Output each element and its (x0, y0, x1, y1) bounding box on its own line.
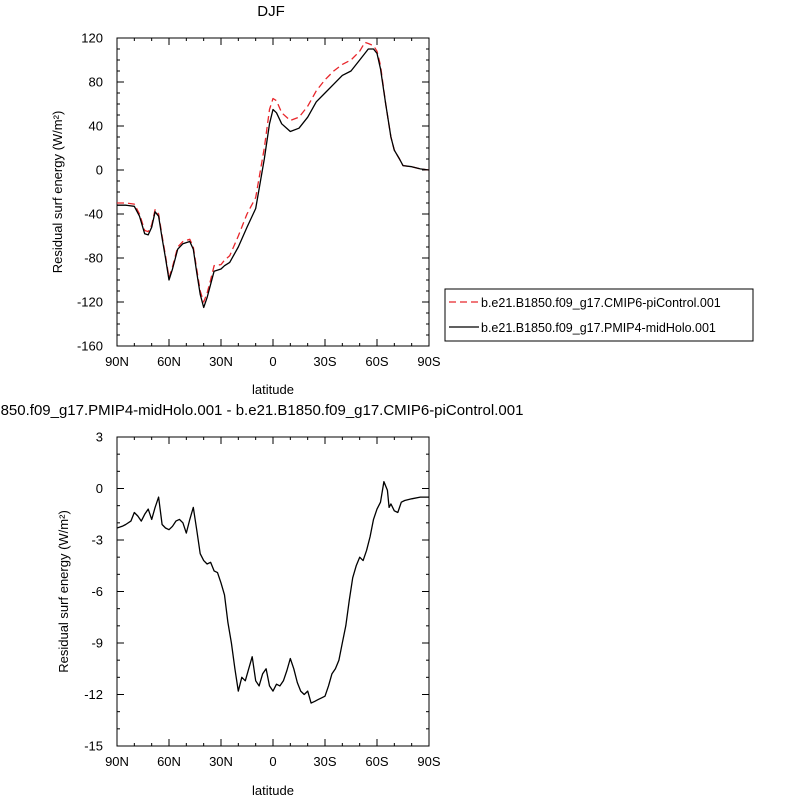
top-chart: DJF 90N 60N 30N 0 30S 60S 90S 120 80 40 0 -40 -80 -120… (50, 3, 754, 397)
legend-box (444, 288, 754, 342)
y-tick-label: -15 (84, 739, 103, 754)
y-tick-label: -3 (91, 533, 103, 548)
y-tick-label: 80 (89, 75, 103, 90)
plot-frame (116, 436, 430, 747)
difference-chart: 850.f09_g17.PMIP4-midHolo.001 - b.e21.B1… (1, 402, 524, 798)
chart-title: DJF (257, 3, 285, 20)
x-tick-label: 30N (209, 754, 233, 769)
x-tick-label: 30N (209, 354, 233, 369)
x-tick-label: 90N (105, 354, 129, 369)
series-line-1 (117, 48, 429, 309)
x-axis-label: latitude (252, 783, 294, 798)
y-tick-label: -120 (77, 295, 103, 310)
x-tick-label: 60N (157, 354, 181, 369)
y-tick-label: -160 (77, 339, 103, 354)
x-tick-label: 0 (269, 354, 276, 369)
legend-label: b.e21.B1850.f09_g17.PMIP4-midHolo.001 (481, 321, 716, 335)
y-tick-label: 0 (96, 481, 103, 496)
x-tick-label: 90S (417, 754, 440, 769)
x-axis-label: latitude (252, 382, 294, 397)
series-line-0 (117, 41, 429, 303)
y-tick-label: 3 (96, 430, 103, 445)
y-tick-label: -12 (84, 687, 103, 702)
y-tick-label: 40 (89, 119, 103, 134)
y-tick-label: 120 (81, 31, 103, 46)
y-axis-label: Residual surf energy (W/m²) (56, 510, 71, 673)
y-tick-label: 0 (96, 163, 103, 178)
y-tick-label: -6 (91, 584, 103, 599)
y-axis-label: Residual surf energy (W/m²) (50, 111, 65, 274)
chart-title: 850.f09_g17.PMIP4-midHolo.001 - b.e21.B1… (1, 402, 524, 419)
y-tick-label: -80 (84, 251, 103, 266)
x-tick-label: 30S (313, 754, 336, 769)
x-tick-label: 90S (417, 354, 440, 369)
x-tick-label: 90N (105, 754, 129, 769)
legend-label: b.e21.B1850.f09_g17.CMIP6-piControl.001 (481, 296, 721, 310)
x-tick-label: 60N (157, 754, 181, 769)
y-tick-label: -9 (91, 636, 103, 651)
x-tick-label: 60S (365, 754, 388, 769)
x-tick-label: 60S (365, 354, 388, 369)
x-tick-label: 30S (313, 354, 336, 369)
y-tick-label: -40 (84, 207, 103, 222)
series-line-0 (117, 480, 429, 704)
x-tick-label: 0 (269, 754, 276, 769)
legend: b.e21.B1850.f09_g17.CMIP6-piControl.001b… (444, 288, 754, 342)
